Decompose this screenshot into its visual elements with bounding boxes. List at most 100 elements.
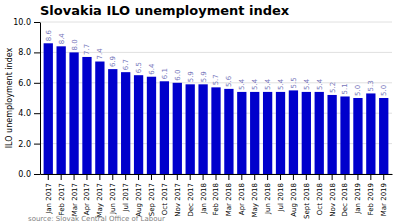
x-tick: Jun 2017 (109, 174, 117, 215)
x-tick-mark (267, 174, 268, 180)
y-tick: 0.0 (18, 170, 40, 179)
x-tick-label: Sep 2017 (148, 183, 156, 216)
x-tick: Feb 2017 (58, 174, 66, 215)
x-tick: Feb 2019 (367, 174, 375, 215)
bar (121, 72, 130, 174)
x-tick-mark (228, 174, 229, 180)
x-tick-mark (164, 174, 165, 180)
x-tick: May 2017 (96, 174, 104, 218)
x-tick-mark (177, 174, 178, 180)
x-tick: Mar 2017 (71, 174, 79, 216)
data-label: 5.7 (212, 74, 220, 85)
x-tick-label: May 2017 (96, 183, 104, 218)
x-tick-label: Mar 2017 (71, 183, 79, 216)
bar (173, 83, 182, 174)
bar (134, 75, 143, 174)
bar (69, 52, 78, 174)
bar (44, 43, 53, 174)
data-label: 5.9 (200, 71, 208, 82)
y-tick-label: 10.0 (13, 18, 31, 27)
x-tick-label: Jan 2017 (45, 183, 53, 215)
y-axis-title: ILO unemployment index (5, 47, 14, 148)
x-tick-label: Mar 2019 (380, 183, 388, 216)
x-tick: Sept 2018 (303, 174, 311, 219)
x-tick-label: Aug 2017 (135, 183, 143, 217)
x-tick: Oct 2018 (316, 174, 324, 215)
x-tick-label: Mar 2018 (225, 183, 233, 216)
data-label: 5.4 (251, 78, 259, 90)
data-label: 5.4 (238, 78, 246, 90)
x-tick: Jun 2018 (264, 174, 272, 215)
x-tick-label: Feb 2019 (367, 183, 375, 215)
x-tick: May 2018 (251, 174, 259, 218)
x-tick: Sep 2017 (148, 174, 156, 216)
data-label: 8.4 (58, 33, 66, 45)
x-tick-label: Apr 2017 (83, 183, 91, 215)
x-tick-label: Aug 2018 (290, 183, 298, 217)
data-label: 5.9 (187, 71, 195, 82)
plot-area: 8.68.48.07.77.46.96.76.56.46.16.05.95.95… (13, 18, 392, 219)
data-label: 5.3 (367, 80, 375, 91)
x-tick-label: Nov 2017 (174, 183, 182, 217)
x-tick-mark (306, 174, 307, 180)
data-label: 5.0 (354, 85, 362, 96)
x-tick: Mar 2018 (225, 174, 233, 216)
y-tick-label: 6.0 (18, 79, 31, 88)
y-tick-label: 8.0 (18, 48, 31, 57)
bar (250, 92, 259, 174)
x-tick: Nov 2017 (174, 174, 182, 217)
x-tick: Jul 2018 (277, 174, 285, 213)
x-tick-label: Dec 2018 (341, 183, 349, 217)
data-label: 7.7 (83, 44, 91, 55)
x-tick-mark (112, 174, 113, 180)
bar (82, 57, 91, 174)
x-tick-mark (138, 174, 139, 180)
x-tick-label: Oct 2017 (161, 183, 169, 215)
x-axis: Jan 2017 Feb 2017 Mar 2017 Apr 2017 May 2017… (41, 174, 393, 219)
bar (379, 98, 388, 174)
y-tick-mark (34, 52, 40, 53)
bar (57, 46, 66, 174)
x-tick-mark (254, 174, 255, 180)
data-label: 5.0 (380, 85, 388, 96)
x-tick: Jan 2017 (45, 174, 53, 215)
bar (237, 92, 246, 174)
x-tick: Dec 2018 (341, 174, 349, 217)
x-tick: Jan 2018 (200, 174, 208, 215)
y-tick: 4.0 (18, 109, 40, 118)
x-tick-mark (319, 174, 320, 180)
bar (108, 69, 117, 174)
grid-line (40, 22, 392, 23)
x-tick: Mar 2019 (380, 174, 388, 216)
x-tick-mark (125, 174, 126, 180)
bar (224, 89, 233, 174)
x-tick-mark (383, 174, 384, 180)
x-tick-mark (280, 174, 281, 180)
bar (289, 90, 298, 174)
x-tick-mark (151, 174, 152, 180)
bar (276, 92, 285, 174)
y-axis-line (40, 23, 41, 175)
data-label: 6.9 (109, 56, 117, 67)
title: Slovakia ILO unemployment index (40, 3, 290, 18)
data-label: 6.0 (174, 70, 182, 81)
x-tick: Aug 2017 (135, 174, 143, 217)
y-tick-mark (34, 144, 40, 145)
bar (198, 84, 207, 174)
bar (366, 93, 375, 174)
x-tick-label: Oct 2018 (316, 183, 324, 215)
bar (315, 92, 324, 174)
x-tick-label: Jul 2017 (122, 183, 130, 213)
x-tick-label: Jan 2018 (200, 183, 208, 215)
x-tick-label: Jun 2017 (109, 183, 117, 215)
y-tick: 2.0 (18, 140, 40, 149)
data-label: 5.4 (316, 78, 324, 90)
x-tick-label: Jan 2019 (354, 183, 362, 215)
x-tick-label: Apr 2018 (238, 183, 246, 215)
data-label: 7.4 (96, 48, 104, 60)
data-label: 5.6 (225, 75, 233, 87)
y-tick-mark (34, 174, 40, 175)
x-tick: Apr 2018 (238, 174, 246, 215)
x-tick-label: Sept 2018 (303, 183, 311, 219)
y-tick-mark (34, 83, 40, 84)
